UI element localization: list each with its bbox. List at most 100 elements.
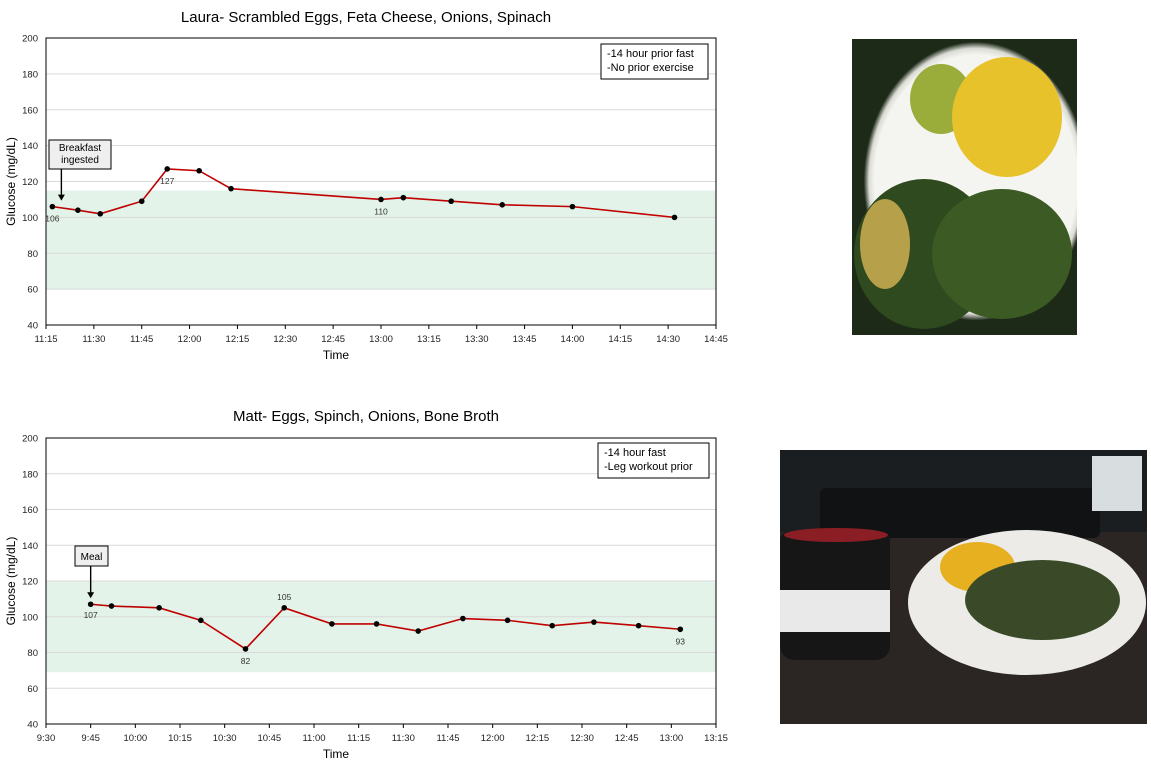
data-point	[499, 202, 506, 208]
x-tick-label: 12:00	[481, 733, 505, 744]
x-tick-label: 13:00	[659, 733, 683, 744]
data-label: 93	[676, 636, 686, 646]
callout-arrow-head	[87, 592, 95, 599]
note-box	[600, 43, 709, 80]
x-axis-title: Time	[323, 348, 350, 362]
x-tick-label: 13:30	[465, 334, 489, 345]
x-tick-label: 10:15	[168, 733, 192, 744]
y-tick-label: 80	[27, 648, 38, 659]
x-axis-title: Time	[323, 747, 350, 761]
x-tick-label: 12:30	[273, 334, 297, 345]
data-label: 107	[84, 610, 98, 620]
y-tick-label: 180	[22, 69, 38, 80]
data-point	[75, 207, 81, 213]
plot-area-border	[45, 437, 717, 725]
data-point	[49, 203, 56, 210]
callout-box	[74, 545, 109, 567]
x-tick-label: 10:45	[257, 733, 281, 744]
laura-glucose-chart: Laura- Scrambled Eggs, Feta Cheese, Onio…	[4, 9, 728, 362]
x-tick-label: 13:15	[417, 334, 441, 345]
note-box	[597, 442, 710, 479]
data-label: 110	[374, 206, 388, 216]
x-tick-label: 11:00	[302, 733, 325, 744]
x-tick-label: 12:00	[178, 334, 202, 345]
x-tick-label: 9:45	[81, 733, 100, 744]
callout-arrow-head	[57, 194, 65, 201]
data-point	[196, 167, 202, 174]
callout-text: Breakfast	[59, 143, 101, 154]
data-point	[281, 605, 288, 611]
x-tick-label: 12:45	[321, 334, 345, 345]
data-point	[504, 617, 511, 624]
data-point	[569, 203, 576, 210]
matt-meal-photo	[780, 450, 1147, 724]
y-tick-label: 180	[22, 469, 38, 480]
x-tick-label: 11:45	[130, 334, 153, 345]
y-tick-label: 160	[22, 505, 38, 516]
x-tick-label: 14:45	[704, 334, 728, 345]
data-point	[164, 166, 171, 172]
data-point	[448, 198, 454, 205]
target-range-band	[46, 190, 716, 290]
y-tick-label: 160	[22, 105, 38, 116]
data-point	[228, 185, 234, 192]
data-point	[591, 619, 597, 625]
y-axis-title: Glucose (mg/dL)	[4, 137, 18, 226]
y-tick-label: 60	[27, 285, 38, 296]
y-tick-label: 200	[22, 34, 38, 45]
data-point	[242, 646, 249, 652]
data-point	[400, 194, 407, 201]
x-tick-label: 13:00	[369, 334, 393, 345]
x-tick-label: 14:15	[608, 334, 632, 345]
y-axis-title: Glucose (mg/dL)	[4, 537, 18, 626]
data-point	[635, 622, 642, 629]
y-tick-label: 40	[27, 720, 38, 731]
data-point	[460, 615, 466, 622]
x-tick-label: 9:30	[37, 733, 56, 744]
callout-text: Meal	[81, 552, 103, 563]
x-tick-label: 11:15	[34, 334, 57, 345]
data-point	[373, 621, 380, 627]
x-tick-label: 10:30	[213, 733, 237, 744]
x-tick-label: 12:15	[226, 334, 250, 345]
plot-area-border	[45, 37, 717, 326]
note-line: -14 hour prior fast	[607, 48, 694, 60]
x-tick-label: 14:00	[561, 334, 585, 345]
data-point	[108, 603, 115, 609]
x-tick-label: 12:45	[615, 733, 639, 744]
x-tick-label: 10:00	[123, 733, 147, 744]
matt-glucose-chart: Matt- Eggs, Spinch, Onions, Bone Broth 40…	[4, 408, 728, 761]
y-tick-label: 140	[22, 541, 38, 552]
y-tick-label: 200	[22, 434, 38, 445]
laura-meal-photo	[852, 39, 1077, 335]
y-tick-label: 120	[22, 177, 38, 188]
x-tick-label: 11:45	[436, 733, 459, 744]
data-point	[198, 617, 204, 624]
x-tick-label: 14:30	[656, 334, 680, 345]
x-tick-label: 13:15	[704, 733, 728, 744]
data-point	[87, 601, 94, 608]
x-tick-label: 11:30	[392, 733, 415, 744]
y-tick-label: 60	[27, 684, 38, 695]
note-line: -No prior exercise	[607, 62, 694, 74]
data-point	[329, 621, 335, 627]
data-label: 127	[160, 176, 174, 186]
data-label: 82	[241, 656, 251, 666]
data-point	[156, 605, 162, 611]
note-line: -14 hour fast	[604, 447, 666, 459]
y-tick-label: 40	[27, 321, 38, 332]
data-point	[671, 214, 678, 221]
data-point	[415, 628, 422, 634]
y-tick-label: 140	[22, 141, 38, 152]
target-range-band	[46, 581, 716, 673]
callout-text: ingested	[61, 155, 99, 166]
y-tick-label: 80	[27, 249, 38, 260]
x-tick-label: 11:30	[82, 334, 105, 345]
y-tick-label: 100	[22, 612, 38, 623]
y-tick-label: 120	[22, 577, 38, 588]
chart-title: Laura- Scrambled Eggs, Feta Cheese, Onio…	[181, 9, 551, 26]
note-line: -Leg workout prior	[604, 461, 693, 473]
x-tick-label: 13:45	[513, 334, 537, 345]
chart-title: Matt- Eggs, Spinch, Onions, Bone Broth	[233, 408, 499, 425]
data-point	[97, 210, 104, 217]
